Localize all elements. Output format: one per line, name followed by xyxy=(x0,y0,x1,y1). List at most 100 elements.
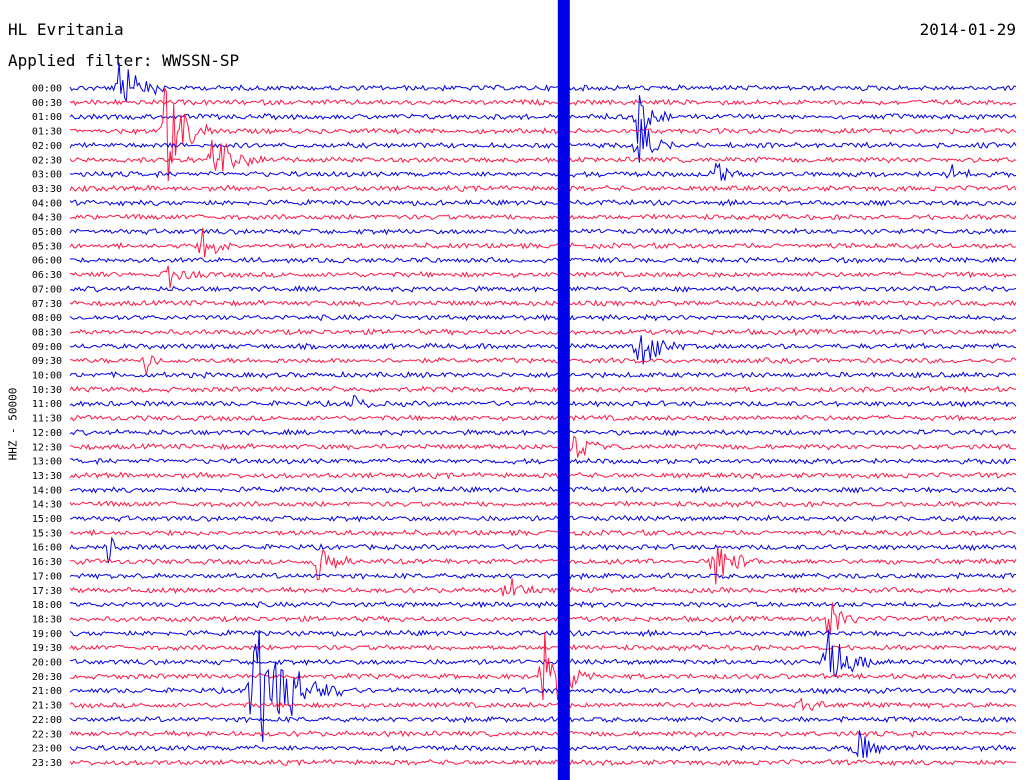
trace-row xyxy=(69,213,1017,221)
time-label: 15:00 xyxy=(32,514,62,525)
trace-row xyxy=(70,265,1017,288)
time-label: 14:30 xyxy=(32,500,62,511)
filter-label: Applied filter: WWSSN-SP xyxy=(8,51,240,70)
trace-row xyxy=(69,62,1017,104)
time-label: 12:30 xyxy=(32,442,62,453)
trace-row xyxy=(69,715,1017,724)
trace-row xyxy=(69,162,1017,181)
trace-row xyxy=(69,385,1017,394)
time-label: 17:30 xyxy=(32,586,62,597)
time-label: 03:00 xyxy=(32,170,62,181)
time-label: 22:30 xyxy=(32,729,62,740)
time-label: 13:00 xyxy=(32,457,62,468)
time-label: 06:30 xyxy=(32,270,62,281)
trace-row xyxy=(69,435,1017,458)
time-label: 11:30 xyxy=(32,414,62,425)
time-label: 20:00 xyxy=(32,658,62,669)
trace-row xyxy=(69,198,1017,207)
trace-row xyxy=(69,414,1017,422)
time-label: 19:00 xyxy=(32,629,62,640)
time-label: 02:00 xyxy=(32,141,62,152)
trace-row xyxy=(69,485,1017,494)
trace-row xyxy=(69,313,1017,322)
time-label: 12:00 xyxy=(32,428,62,439)
trace-row xyxy=(69,697,1017,712)
time-label: 07:00 xyxy=(32,284,62,295)
time-label: 03:30 xyxy=(32,184,62,195)
time-label: 23:30 xyxy=(32,758,62,769)
station-title: HL Evritania xyxy=(8,20,124,39)
time-label: 08:30 xyxy=(32,327,62,338)
trace-row xyxy=(69,546,1017,585)
time-label: 23:00 xyxy=(32,744,62,755)
time-label: 09:30 xyxy=(32,356,62,367)
trace-row xyxy=(69,139,1017,172)
trace-row xyxy=(69,536,1017,564)
time-label: 13:30 xyxy=(32,471,62,482)
trace-row xyxy=(69,184,1017,193)
time-label: 17:00 xyxy=(32,571,62,582)
trace-row xyxy=(69,284,1017,293)
time-label: 00:00 xyxy=(32,84,62,95)
trace-row xyxy=(69,500,1017,508)
time-label: 08:00 xyxy=(32,313,62,324)
time-label: 09:00 xyxy=(32,342,62,353)
time-label: 18:00 xyxy=(32,600,62,611)
trace-row xyxy=(69,355,1017,375)
time-label: 21:00 xyxy=(32,686,62,697)
trace-row xyxy=(69,578,1017,597)
time-label: 10:00 xyxy=(32,371,62,382)
trace-row xyxy=(69,572,1017,581)
trace-row xyxy=(69,328,1017,336)
time-label: 05:30 xyxy=(32,241,62,252)
time-label: 21:30 xyxy=(32,701,62,712)
trace-row xyxy=(69,299,1017,308)
trace-row xyxy=(69,428,1017,437)
trace-row xyxy=(69,514,1017,523)
time-label: 04:00 xyxy=(32,198,62,209)
trace-row xyxy=(69,256,1017,264)
time-label: 10:30 xyxy=(32,385,62,396)
trace-row xyxy=(69,629,1017,742)
trace-row xyxy=(69,729,1017,738)
trace-row xyxy=(69,370,1017,379)
time-label: 11:00 xyxy=(32,399,62,410)
trace-row xyxy=(69,98,1017,107)
trace-row xyxy=(69,118,1017,163)
time-label: 22:00 xyxy=(32,715,62,726)
trace-row xyxy=(69,631,1017,701)
trace-row xyxy=(69,643,1017,652)
time-label: 16:30 xyxy=(32,557,62,568)
trace-row xyxy=(69,95,1017,144)
trace-row xyxy=(69,227,1017,258)
time-label: 02:30 xyxy=(32,155,62,166)
trace-row xyxy=(69,602,1017,634)
time-labels: 00:00 00:30 01:00 01:30 02:00 02:30 03:00 03:30… xyxy=(32,84,62,769)
trace-row xyxy=(69,87,1017,182)
time-label: 15:30 xyxy=(32,528,62,539)
time-label: 20:30 xyxy=(32,672,62,683)
time-label: 01:30 xyxy=(32,127,62,138)
time-label: 16:00 xyxy=(32,543,62,554)
time-label: 18:30 xyxy=(32,614,62,625)
trace-row xyxy=(69,227,1017,236)
trace-row xyxy=(69,471,1017,480)
date-label: 2014-01-29 xyxy=(919,20,1016,39)
trace-row xyxy=(69,335,1017,365)
time-label: 14:00 xyxy=(32,485,62,496)
time-label: 00:30 xyxy=(32,98,62,109)
trace-row xyxy=(69,600,1017,609)
time-label: 19:30 xyxy=(32,643,62,654)
time-label: 01:00 xyxy=(32,112,62,123)
trace-row xyxy=(69,394,1017,409)
trace-row xyxy=(69,528,1016,537)
main-event-saturation xyxy=(557,0,570,780)
time-label: 07:30 xyxy=(32,299,62,310)
trace-row xyxy=(69,629,1017,678)
seismic-traces xyxy=(69,0,1017,780)
time-label: 06:00 xyxy=(32,256,62,267)
trace-row xyxy=(69,758,1017,767)
time-label: 04:30 xyxy=(32,213,62,224)
time-label: 05:00 xyxy=(32,227,62,238)
